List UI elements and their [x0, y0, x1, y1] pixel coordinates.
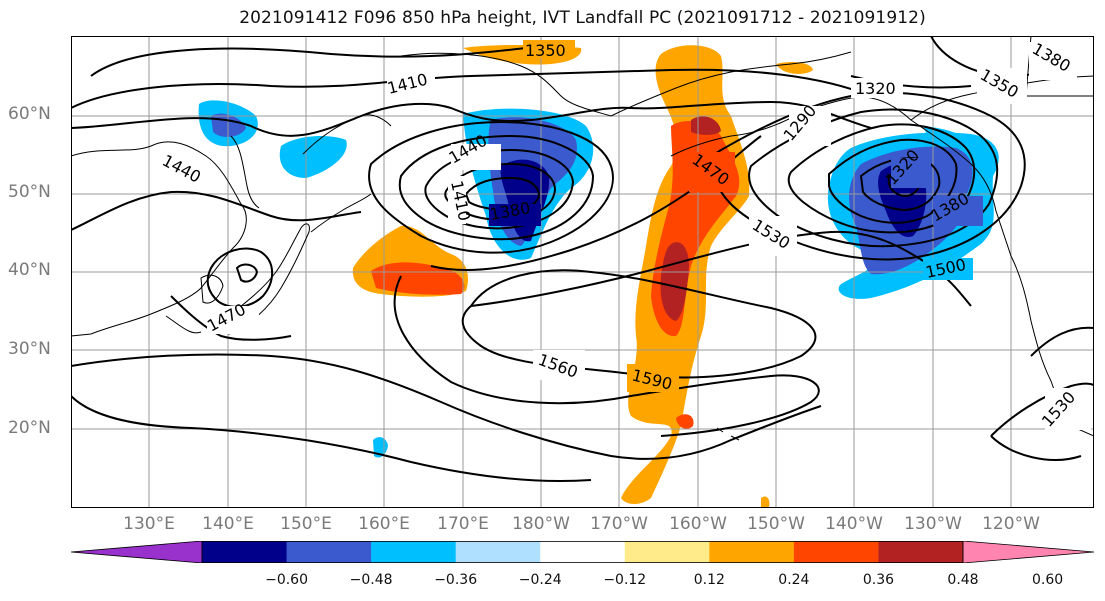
colorbar-segment	[286, 541, 372, 563]
lon-label: 170°E	[437, 514, 489, 534]
ivt-negative-shading	[198, 100, 999, 458]
height-contours	[70, 35, 1095, 482]
colorbar-segment	[624, 541, 710, 563]
colorbar-tick-label: 0.48	[947, 572, 979, 588]
lon-label: 180°W	[512, 514, 570, 534]
lon-label: 150°E	[280, 514, 332, 534]
colorbar-tick-label: 0.60	[1031, 572, 1064, 588]
map-frame	[71, 36, 1094, 508]
colorbar-tick-label: −0.24	[518, 572, 562, 588]
contour-aleutian-outer	[368, 120, 614, 254]
colorbar-segment	[202, 541, 288, 563]
lon-label: 130°E	[123, 514, 175, 534]
ivt-positive-shading	[352, 45, 813, 508]
colorbar-tick-label: 0.24	[778, 572, 810, 588]
map-panel: 1350 1410 1440 1440 1410 1380 1470 1470 …	[70, 35, 1095, 508]
map-plot: 1350 1410 1440 1440 1410 1380 1470 1470 …	[70, 35, 1095, 508]
lon-label: 160°E	[358, 514, 410, 534]
colorbar-frame	[201, 541, 964, 563]
map-title: 2021091412 F096 850 hPa height, IVT Land…	[239, 8, 926, 28]
lat-label: 60°N	[8, 104, 51, 124]
graticule	[71, 36, 1094, 508]
lon-label: 150°W	[747, 514, 805, 534]
colorbar	[71, 541, 1094, 563]
lat-label: 40°N	[8, 260, 51, 280]
colorbar-segment	[455, 541, 541, 563]
colorbar-extend-min	[71, 541, 203, 563]
contour-label: 1320	[855, 79, 896, 98]
lon-label: 130°W	[904, 514, 962, 534]
contour-labels: 1350 1410 1440 1440 1410 1380 1470 1470 …	[159, 39, 1091, 431]
colorbar-segment	[878, 541, 964, 563]
colorbar-tick-label: 0.12	[693, 572, 725, 588]
contour-label: 1350	[525, 41, 566, 60]
lon-label: 170°W	[590, 514, 648, 534]
colorbar-tick-label: −0.12	[603, 572, 647, 588]
lat-label: 50°N	[8, 182, 51, 202]
lat-label: 30°N	[8, 339, 51, 359]
colorbar-extend-max	[962, 541, 1094, 563]
colorbar-segment	[540, 541, 626, 563]
colorbar-tick-label: −0.60	[265, 572, 308, 588]
colorbar-tick-label: −0.36	[434, 572, 478, 588]
colorbar-tick-label: −0.48	[349, 572, 393, 588]
lat-label: 20°N	[8, 418, 51, 438]
colorbar-segment	[371, 541, 457, 563]
contour-subtropical-1560	[461, 269, 817, 379]
colorbar-segment	[709, 541, 795, 563]
colorbar-tick-label: 0.36	[862, 572, 895, 588]
lon-label: 160°W	[669, 514, 727, 534]
lon-label: 120°W	[982, 514, 1040, 534]
lon-label: 140°E	[202, 514, 254, 534]
colorbar-segment	[793, 541, 879, 563]
lon-label: 140°W	[825, 514, 883, 534]
